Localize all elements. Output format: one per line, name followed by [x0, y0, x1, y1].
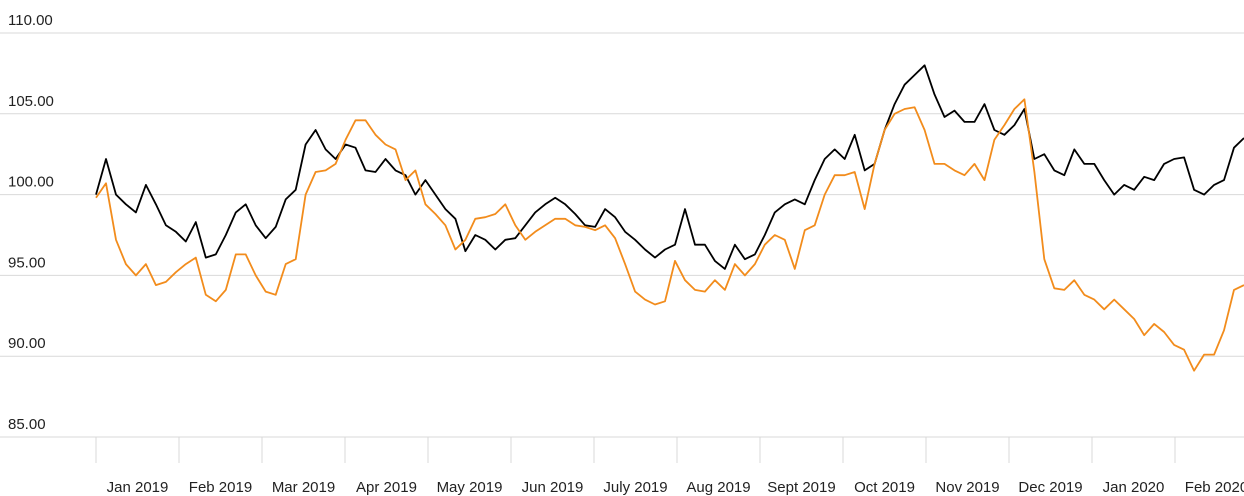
- x-tick-label: Feb 2019: [189, 479, 252, 496]
- x-tick-label: Jan 2020: [1103, 479, 1165, 496]
- y-tick-label: 110.00: [8, 12, 53, 29]
- x-tick-label: Feb 2020: [1185, 479, 1244, 496]
- y-tick-label: 100.00: [8, 174, 54, 191]
- x-tick-label: Apr 2019: [356, 479, 417, 496]
- x-tick-label: Aug 2019: [686, 479, 750, 496]
- x-tick-label: Dec 2019: [1018, 479, 1082, 496]
- x-tick-label: Nov 2019: [935, 479, 999, 496]
- x-tick-label: Mar 2019: [272, 479, 335, 496]
- y-tick-label: 105.00: [8, 93, 54, 110]
- y-tick-label: 95.00: [8, 254, 46, 271]
- x-tick-label: Oct 2019: [854, 479, 915, 496]
- x-tick-label: July 2019: [603, 479, 667, 496]
- x-tick-label: Jun 2019: [522, 479, 584, 496]
- x-tick-label: May 2019: [437, 479, 503, 496]
- y-tick-label: 85.00: [8, 416, 46, 433]
- series-line: [95, 64, 1244, 270]
- y-tick-label: 90.00: [8, 335, 46, 352]
- x-tick-label: Jan 2019: [107, 479, 169, 496]
- series-line: [95, 98, 1244, 372]
- x-tick-label: Sept 2019: [767, 479, 835, 496]
